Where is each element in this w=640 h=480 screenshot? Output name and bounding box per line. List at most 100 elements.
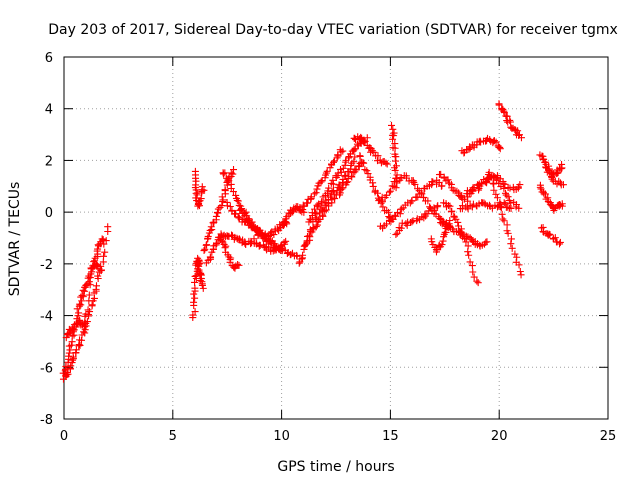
data-point — [62, 362, 70, 370]
data-point — [364, 170, 372, 178]
data-point — [434, 202, 442, 210]
data-point — [499, 215, 507, 223]
data-point — [360, 159, 368, 167]
x-tick-label: 15 — [382, 429, 399, 444]
series-track-14-18h-b — [376, 176, 446, 232]
data-point — [539, 155, 547, 163]
data-point — [388, 121, 396, 129]
data-point — [222, 242, 230, 250]
data-point — [94, 245, 102, 253]
series-early-rise-1 — [59, 235, 107, 377]
data-point — [391, 144, 399, 152]
data-point — [497, 204, 505, 212]
data-point — [312, 189, 320, 197]
data-point — [556, 240, 564, 248]
data-point — [213, 239, 221, 247]
data-point — [368, 147, 376, 155]
data-point — [65, 352, 73, 360]
data-point — [94, 272, 102, 280]
series-track-17-19h-b — [437, 216, 491, 250]
data-point — [86, 274, 94, 282]
data-point — [311, 209, 319, 217]
data-point — [397, 224, 405, 232]
data-point — [318, 198, 326, 206]
data-point — [244, 215, 252, 223]
data-point — [333, 187, 341, 195]
data-point — [393, 171, 401, 179]
series-track-11-13h — [301, 153, 359, 250]
data-point — [558, 160, 566, 168]
data-point — [516, 181, 524, 189]
data-point — [496, 145, 504, 153]
data-point — [382, 159, 390, 167]
data-point — [444, 201, 452, 209]
data-point — [236, 206, 244, 214]
series-track-11-13h-b — [299, 146, 347, 210]
data-point — [341, 172, 349, 180]
series-track-8-10h — [235, 201, 301, 260]
data-point — [69, 356, 77, 364]
data-point — [492, 190, 500, 198]
data-point — [359, 137, 367, 145]
data-point — [248, 224, 256, 232]
data-point — [383, 160, 391, 168]
data-point — [390, 132, 398, 140]
data-point — [199, 284, 207, 292]
data-point — [470, 273, 478, 281]
data-point — [270, 231, 278, 239]
data-point — [546, 231, 554, 239]
x-tick-label: 10 — [273, 429, 290, 444]
data-point — [465, 251, 473, 259]
data-point — [431, 206, 439, 214]
data-point — [64, 370, 72, 378]
data-point — [499, 105, 507, 113]
data-point — [339, 147, 347, 155]
data-point — [352, 166, 360, 174]
data-point — [351, 145, 359, 153]
data-point — [369, 179, 377, 187]
data-point — [438, 241, 446, 249]
data-point — [232, 191, 240, 199]
data-point — [207, 223, 215, 231]
y-tick-label: -4 — [40, 310, 53, 325]
data-point — [492, 138, 500, 146]
data-point — [500, 108, 508, 116]
data-point — [282, 237, 290, 245]
data-point — [514, 184, 522, 192]
data-point — [307, 193, 315, 201]
data-point — [229, 170, 237, 178]
data-point — [338, 185, 346, 193]
data-point — [500, 107, 508, 115]
data-point — [503, 221, 511, 229]
data-point — [104, 223, 112, 231]
data-point — [490, 186, 498, 194]
data-point — [508, 244, 516, 252]
series-track-6h — [189, 254, 207, 322]
data-point — [350, 158, 358, 166]
data-point — [235, 214, 243, 222]
data-point — [220, 240, 228, 248]
data-point — [221, 186, 229, 194]
data-point — [97, 266, 105, 274]
data-point — [226, 203, 234, 211]
data-point — [77, 301, 85, 309]
data-point — [444, 176, 452, 184]
data-point — [88, 301, 96, 309]
series-track-18-20h — [458, 134, 504, 157]
data-point — [483, 238, 491, 246]
data-point — [234, 261, 242, 269]
data-point — [242, 241, 250, 249]
data-point — [230, 166, 238, 174]
data-point — [98, 235, 106, 243]
data-point — [218, 193, 226, 201]
data-point — [66, 346, 74, 354]
data-point — [348, 173, 356, 181]
data-point — [389, 135, 397, 143]
data-point — [437, 219, 445, 227]
data-point — [541, 158, 549, 166]
data-point — [507, 199, 515, 207]
series-track-22-23h-b — [536, 181, 566, 214]
data-point — [224, 176, 232, 184]
series-track-22-23h-d — [539, 155, 567, 189]
